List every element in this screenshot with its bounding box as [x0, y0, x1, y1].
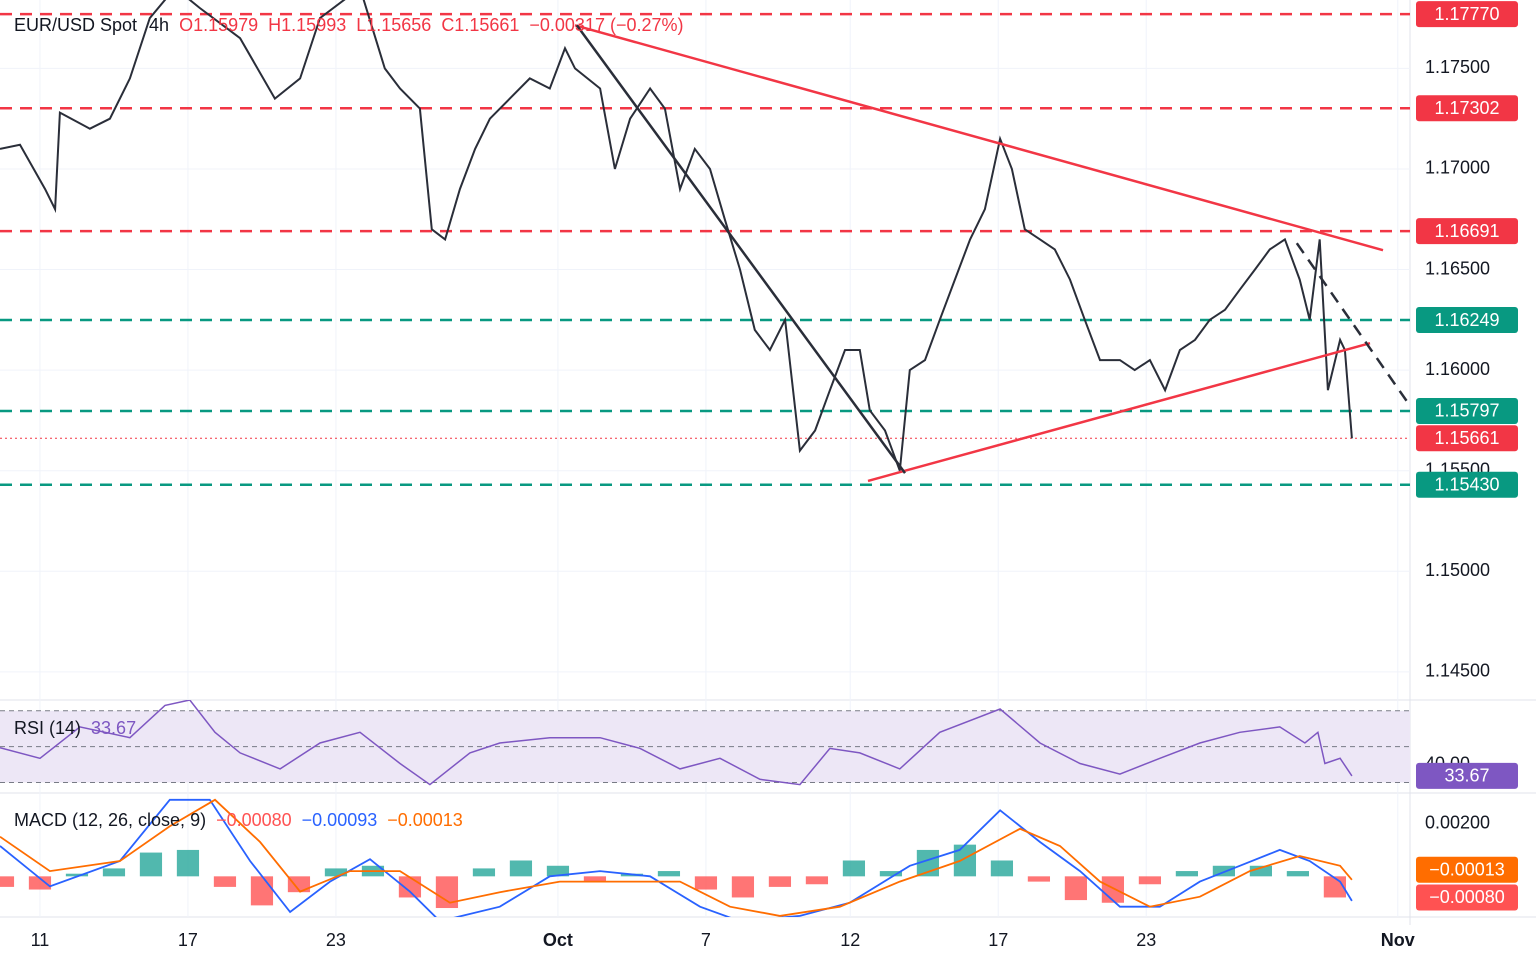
histogram-bar — [0, 876, 15, 887]
histogram-bar — [546, 865, 570, 877]
histogram-bar — [509, 860, 533, 877]
level-label-bg — [1416, 425, 1518, 452]
trendline — [574, 24, 1384, 252]
pane — [0, 798, 1353, 917]
histogram-bar — [65, 873, 89, 877]
y-tick-label: 0.00200 — [1425, 812, 1490, 832]
rsi-tag-bg — [1416, 762, 1518, 789]
x-tick-label: 7 — [701, 930, 711, 950]
trendline — [867, 341, 1371, 483]
x-tick-label: 17 — [178, 930, 198, 950]
level-label-bg — [1416, 307, 1518, 334]
level-label: 1.15797 — [1434, 401, 1499, 421]
pane — [0, 700, 1410, 786]
histogram-bar — [213, 876, 237, 887]
macd-tag-bg — [1416, 884, 1518, 911]
price-line — [0, 0, 1353, 472]
histogram-bar — [842, 860, 866, 877]
y-tick-label: 1.15000 — [1425, 560, 1490, 580]
histogram-bar — [250, 876, 274, 906]
histogram-bar — [1286, 871, 1309, 877]
histogram-bar — [1027, 876, 1051, 882]
histogram-bar — [731, 876, 755, 898]
macd-tag: −0.00013 — [1429, 860, 1505, 880]
histogram-bar — [102, 868, 126, 877]
quote: O1.15979 — [179, 15, 258, 35]
histogram-bar — [879, 871, 903, 877]
rsi-header: RSI (14) 33.67 — [14, 718, 136, 738]
rsi-title: RSI (14) — [14, 718, 81, 738]
level-label-bg — [1416, 1, 1518, 28]
histogram-bar — [1101, 876, 1125, 903]
macd-header: MACD (12, 26, close, 9) −0.00080 −0.00093−… — [14, 810, 463, 830]
histogram-bar — [1064, 876, 1088, 901]
histogram-bar — [657, 871, 681, 877]
macd-legend-value: −0.00013 — [387, 810, 463, 830]
histogram-bar — [176, 849, 200, 877]
level-label: 1.17770 — [1434, 4, 1499, 24]
histogram-bar — [139, 852, 163, 877]
histogram-bar — [324, 868, 348, 877]
level-label-bg — [1416, 218, 1518, 245]
histogram-bar — [1212, 865, 1235, 877]
quote: C1.15661 — [441, 15, 519, 35]
trendline — [575, 24, 907, 474]
histogram-bar — [472, 868, 496, 877]
x-tick-label: Nov — [1381, 930, 1415, 950]
level-label: 1.17302 — [1434, 98, 1499, 118]
x-tick-label: 23 — [326, 930, 346, 950]
symbol: EUR/USD Spot — [14, 15, 137, 35]
level-label: 1.16691 — [1434, 221, 1499, 241]
histogram-bar — [990, 860, 1014, 877]
level-label-bg — [1416, 471, 1518, 498]
x-tick-label: 17 — [988, 930, 1008, 950]
chart-header: EUR/USD Spot 4h O1.15979 H1.15993 L1.15656 C1… — [14, 15, 684, 35]
macd-title: MACD (12, 26, close, 9) — [14, 810, 206, 830]
quote: −0.00317 (−0.27%) — [529, 15, 683, 35]
histogram-bar — [953, 844, 977, 877]
histogram-bar — [805, 876, 829, 885]
pane — [0, 0, 1410, 673]
histogram-bar — [1175, 871, 1199, 877]
y-tick-label: 1.14500 — [1425, 661, 1490, 681]
macd-line — [0, 798, 1353, 917]
histogram-bar — [435, 876, 459, 909]
histogram-bar — [694, 876, 718, 890]
quote: H1.15993 — [268, 15, 346, 35]
macd-tag-bg — [1416, 856, 1518, 883]
histogram-bar — [1138, 876, 1162, 885]
histogram-bar — [28, 876, 52, 890]
histogram-bar — [583, 876, 607, 882]
y-tick-label: 1.16500 — [1425, 258, 1490, 278]
x-tick-label: 12 — [840, 930, 860, 950]
interval: 4h — [149, 15, 169, 35]
level-label: 1.15661 — [1434, 428, 1499, 448]
quote: L1.15656 — [356, 15, 431, 35]
macd-tag: −0.00080 — [1429, 887, 1505, 907]
histogram-bar — [768, 876, 792, 887]
x-tick-label: 11 — [31, 930, 50, 950]
histogram-bar — [1249, 865, 1272, 877]
histogram-bar — [398, 876, 422, 898]
x-tick-label: Oct — [543, 930, 573, 950]
level-label: 1.15430 — [1434, 475, 1499, 495]
y-tick-label: 1.17000 — [1425, 158, 1490, 178]
rsi-line — [0, 700, 1353, 786]
y-tick-label: 1.16000 — [1425, 359, 1490, 379]
macd-legend-value: −0.00093 — [302, 810, 378, 830]
histogram-bar — [287, 876, 311, 893]
trendline — [1295, 242, 1410, 408]
rsi-value: 33.67 — [91, 718, 136, 738]
level-label: 1.16249 — [1434, 310, 1499, 330]
y-tick-label: 1.17500 — [1425, 57, 1490, 77]
macd-legend-value: −0.00080 — [216, 810, 292, 830]
level-label-bg — [1416, 95, 1518, 122]
macd-line — [0, 798, 1353, 917]
level-label-bg — [1416, 397, 1518, 424]
rsi-tag: 33.67 — [1444, 766, 1489, 786]
x-tick-label: 23 — [1136, 930, 1156, 950]
